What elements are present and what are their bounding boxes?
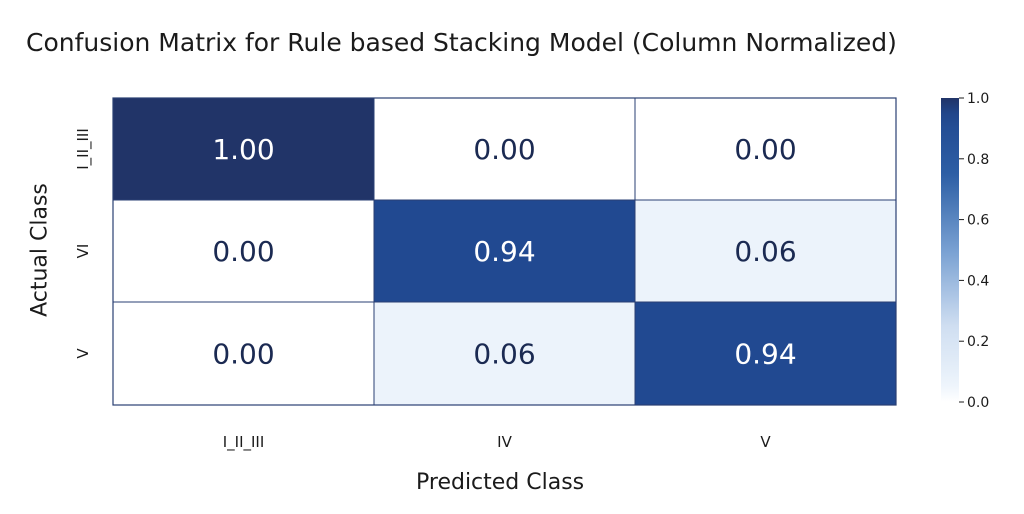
heatmap-cell-r1-c0 (112, 199, 375, 303)
heatmap-cell-label-r1-c1: 0.94 (473, 235, 535, 268)
heatmap-cell-r2-c0 (112, 301, 375, 406)
heatmap-cell-r1-c2 (634, 199, 897, 303)
x-tick-label-1: IV (497, 433, 512, 451)
heatmap-cell-label-r1-c2: 0.06 (734, 235, 796, 268)
y-tick-label-1: VI (74, 244, 92, 259)
heatmap-cell-r1-c1 (373, 199, 636, 303)
colorbar (941, 98, 959, 402)
heatmap-cell-r0-c2 (634, 97, 897, 201)
chart-title: Confusion Matrix for Rule based Stacking… (26, 28, 897, 57)
y-tick-label-2: V (74, 348, 92, 359)
x-tick-label-2: V (760, 433, 771, 451)
x-tick-label-0: I_II_III (223, 433, 265, 452)
colorbar-tick-label-4: 0.8 (967, 152, 989, 168)
heatmap-cell-label-r1-c0: 0.00 (212, 235, 274, 268)
colorbar-tick-label-0: 0.0 (967, 395, 989, 411)
heatmap-cell-r2-c1 (373, 301, 636, 406)
heatmap-border (112, 97, 897, 406)
heatmap-cell-label-r0-c0: 1.00 (212, 133, 274, 166)
heatmap-cell-label-r0-c1: 0.00 (473, 133, 535, 166)
heatmap-cell-label-r2-c0: 0.00 (212, 338, 274, 371)
heatmap-cell-label-r2-c2: 0.94 (734, 338, 796, 371)
colorbar-tick-label-1: 0.2 (967, 334, 989, 350)
colorbar-tick-label-5: 1.0 (967, 91, 989, 107)
colorbar-tick-label-3: 0.6 (967, 213, 989, 229)
heatmap-cell-label-r0-c2: 0.00 (734, 133, 796, 166)
colorbar-tick-label-2: 0.4 (967, 273, 989, 289)
y-tick-label-0: I_II_III (74, 128, 93, 170)
x-axis-label: Predicted Class (416, 470, 585, 495)
heatmap-cell-label-r2-c1: 0.06 (473, 338, 535, 371)
